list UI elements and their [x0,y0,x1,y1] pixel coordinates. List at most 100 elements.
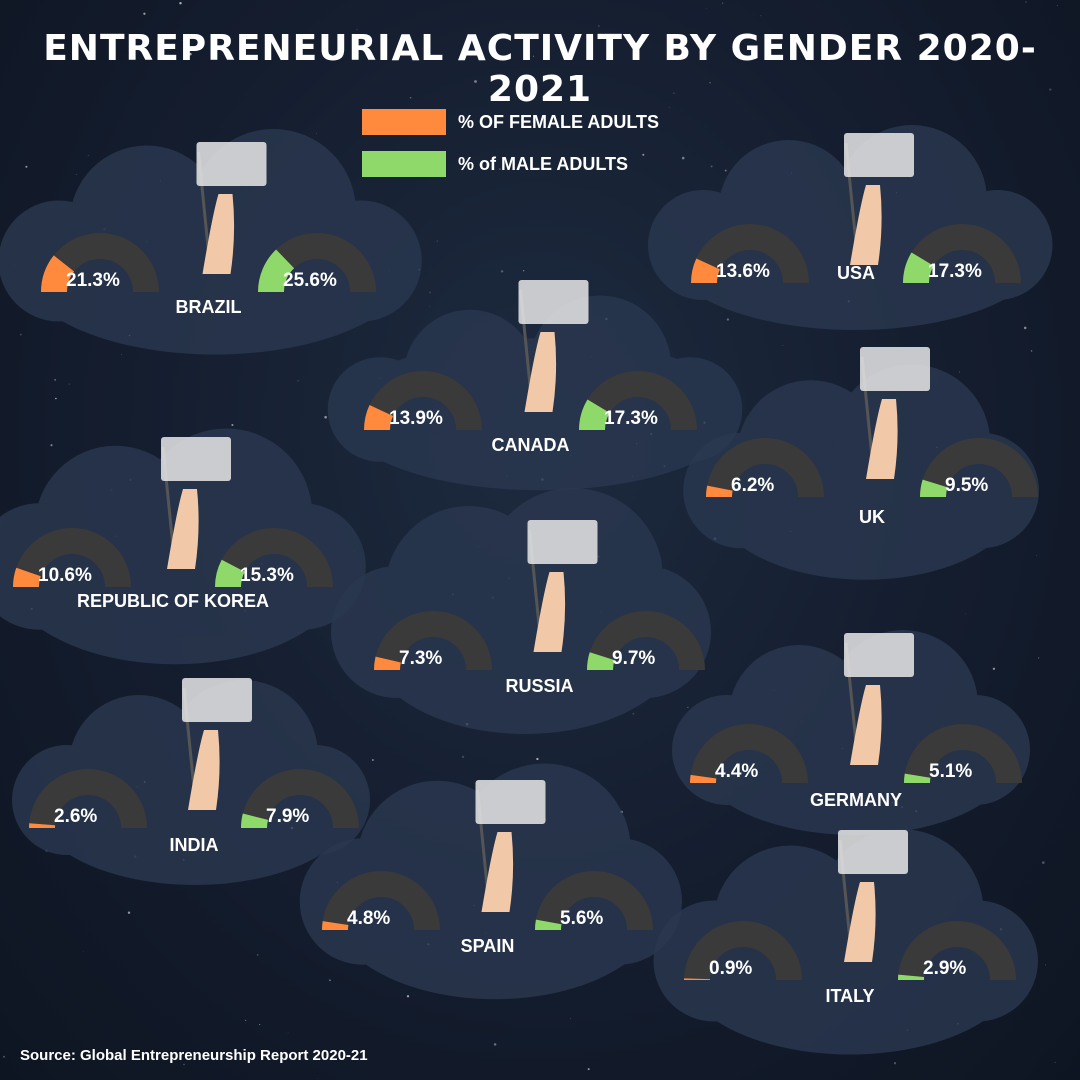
star [1056,5,1058,7]
female-gauge-track [691,224,809,284]
star [1023,326,1027,330]
cloud-shape [331,488,711,734]
female-gauge-track [684,921,802,981]
star [782,345,784,346]
country-label: GERMANY [810,790,902,810]
country-label: SPAIN [461,936,515,956]
star [992,667,996,670]
country-label: REPUBLIC OF KOREA [77,591,269,611]
legend-swatch-male [362,151,446,177]
star [409,96,412,99]
hand-icon [844,882,876,962]
star [1030,350,1033,352]
star [726,318,730,321]
star [1037,657,1040,659]
star [317,1078,319,1079]
star [632,712,635,715]
star [587,1068,590,1071]
female-gauge-track [706,438,824,498]
hand-icon [481,832,514,912]
star [3,1055,5,1058]
star [328,979,331,982]
country-label: USA [837,263,875,283]
male-gauge-value-arc [535,919,562,931]
hand-icon [524,332,557,412]
star [50,444,53,447]
cloud-shape [653,829,1038,1055]
hand-icon [850,685,882,765]
star [324,415,327,419]
female-gauge-value-arc [364,405,394,431]
star [536,757,539,761]
male-value-label: 2.9% [923,958,966,979]
star [315,133,317,134]
star [183,1063,185,1066]
female-value-label: 7.3% [399,648,442,669]
star [1054,1061,1056,1063]
country-group: 4.8% 5.6% SPAIN [299,763,682,1000]
star [256,954,259,956]
star [1041,861,1045,864]
star [893,1062,897,1065]
star [19,333,22,336]
legend-label-female: % OF FEMALE ADULTS [458,111,659,132]
star [371,759,374,761]
country-group: 7.3% 9.7% RUSSIA [331,488,711,734]
male-gauge-track [535,871,653,931]
star [181,40,183,41]
star [642,153,645,156]
star [598,25,600,27]
female-value-label: 2.6% [54,806,97,827]
flag-icon [475,780,546,824]
male-value-label: 15.3% [240,565,294,586]
legend-item-male: % of MALE ADULTS [362,150,659,178]
flag-icon [844,633,914,677]
legend: % OF FEMALE ADULTS % of MALE ADULTS [362,108,659,192]
male-gauge-track [904,724,1022,784]
female-gauge-track [364,371,482,431]
star [121,353,123,355]
female-value-label: 10.6% [38,565,92,586]
star [259,1024,261,1026]
country-label: CANADA [492,435,570,455]
star [532,55,535,57]
star [668,107,670,108]
female-gauge-track [13,528,131,588]
legend-swatch-female [362,109,446,135]
legend-item-female: % OF FEMALE ADULTS [362,108,659,136]
star [143,12,146,15]
star [87,154,89,156]
country-label: UK [859,507,885,527]
star [706,7,708,9]
male-gauge-track [587,611,705,671]
star [188,52,192,56]
star [127,911,131,914]
female-gauge-value-arc [373,656,401,671]
female-gauge-track [690,724,808,784]
hand-icon [202,194,235,274]
country-label: INDIA [170,835,219,855]
source-note: Source: Global Entrepreneurship Report 2… [20,1047,368,1064]
star [436,240,439,242]
male-value-label: 17.3% [928,261,982,282]
male-value-label: 25.6% [283,270,337,291]
star [461,755,465,759]
star [965,613,967,615]
male-value-label: 9.5% [945,475,988,496]
male-gauge-value-arc [904,773,931,784]
star [1045,964,1047,966]
flag-icon [527,520,598,564]
star [724,169,727,172]
female-gauge-value-arc [691,258,721,284]
star [709,81,711,84]
star [244,1019,247,1022]
female-value-label: 4.8% [347,908,390,929]
star [687,706,689,708]
female-value-label: 0.9% [709,958,752,979]
male-value-label: 5.6% [560,908,603,929]
star [54,379,56,381]
star [569,1018,571,1019]
country-group: 6.2% 9.5% UK [683,347,1039,580]
star [1035,555,1037,556]
